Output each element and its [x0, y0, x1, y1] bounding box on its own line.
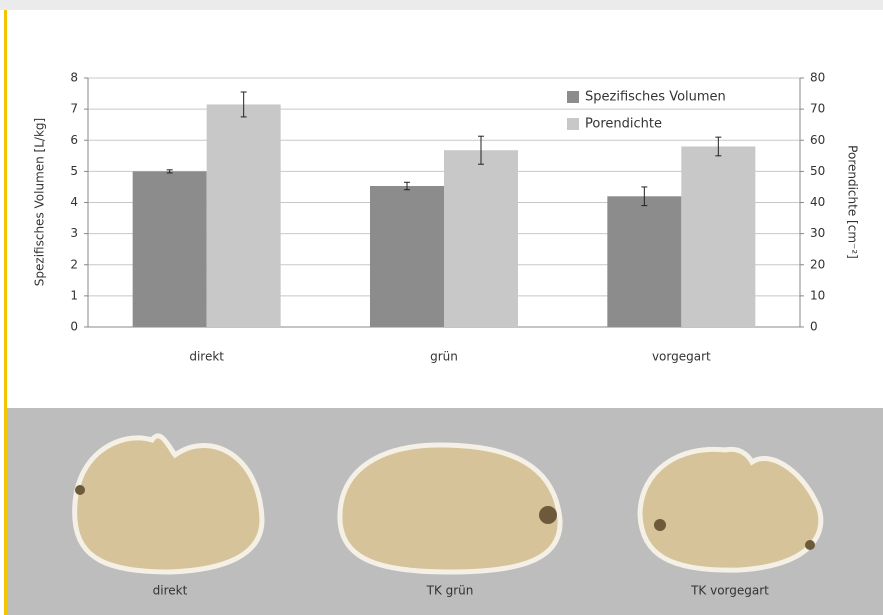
y2-axis-label: Porendichte [cm⁻²]	[846, 145, 860, 259]
y2-tick-label: 70	[810, 102, 825, 116]
y-tick-label: 3	[70, 226, 78, 240]
photo-caption: direkt	[153, 584, 188, 598]
pore	[75, 485, 85, 495]
y2-tick-label: 20	[810, 257, 825, 271]
legend-label: Spezifisches Volumen	[585, 90, 726, 105]
bar	[133, 171, 207, 327]
y2-tick-label: 0	[810, 320, 818, 334]
bread-tk-gruen	[340, 445, 560, 572]
top-strip	[0, 0, 883, 10]
accent-border	[4, 10, 7, 615]
y-tick-label: 4	[70, 195, 78, 209]
y-tick-label: 7	[70, 102, 78, 116]
bar	[207, 104, 281, 327]
chart: direkt TK grün TK vorgegart Spezifisches…	[0, 0, 883, 615]
y2-tick-label: 60	[810, 133, 825, 147]
pore	[654, 519, 666, 531]
y2-tick-label: 40	[810, 195, 825, 209]
y2-tick-label: 80	[810, 71, 825, 85]
y2-tick-label: 10	[810, 288, 825, 302]
photo-caption: TK vorgegart	[690, 584, 769, 598]
y2-tick-label: 30	[810, 226, 825, 240]
x-tick-label: direkt	[189, 350, 224, 364]
bar	[607, 196, 681, 327]
y-axis-label: Spezifisches Volumen [L/kg]	[33, 118, 47, 286]
y-tick-label: 5	[70, 164, 78, 178]
pore	[539, 506, 557, 524]
bread-direkt	[75, 436, 262, 572]
y-tick-label: 6	[70, 133, 78, 147]
legend-swatch	[567, 118, 579, 130]
x-tick-label: grün	[430, 350, 458, 364]
bread-photos	[75, 436, 821, 572]
y-tick-label: 1	[70, 288, 78, 302]
y-tick-label: 2	[70, 257, 78, 271]
legend-swatch	[567, 91, 579, 103]
y2-tick-label: 50	[810, 164, 825, 178]
y-tick-label: 8	[70, 71, 78, 85]
y-tick-label: 0	[70, 320, 78, 334]
legend-label: Porendichte	[585, 117, 662, 132]
x-tick-label: vorgegart	[652, 350, 711, 364]
pore	[805, 540, 815, 550]
photo-caption: TK grün	[426, 584, 474, 598]
bar	[444, 150, 518, 327]
bar	[370, 186, 444, 327]
bar	[681, 146, 755, 327]
